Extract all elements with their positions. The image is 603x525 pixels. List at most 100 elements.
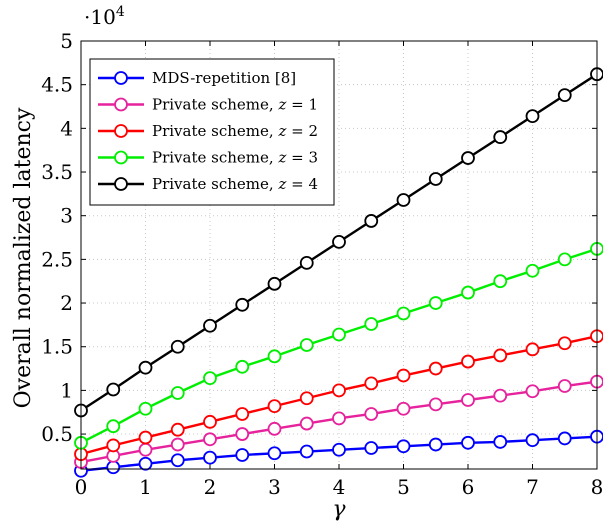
data-point	[235, 359, 250, 374]
data-point	[106, 438, 121, 453]
data-point	[106, 382, 121, 397]
legend-label-variable: z	[277, 96, 286, 114]
data-point	[557, 336, 572, 351]
data-point	[396, 401, 411, 416]
x-tick-label: 7	[526, 475, 539, 499]
y-multiplier-exponent: 4	[116, 4, 125, 20]
data-point	[203, 414, 217, 429]
data-point	[364, 376, 379, 391]
x-tick-label: 8	[591, 475, 603, 499]
data-point	[138, 430, 153, 445]
data-point	[428, 397, 443, 412]
data-point	[364, 441, 379, 455]
legend-label-main: Private scheme,	[152, 122, 278, 140]
data-point	[525, 433, 540, 448]
legend-label-value: = 2	[286, 122, 318, 140]
data-point	[364, 317, 379, 331]
legend-label: Private scheme, z = 4	[152, 175, 318, 193]
y-tick-label: 4.5	[41, 73, 73, 97]
legend-marker	[114, 97, 128, 112]
plot-frame	[80, 40, 598, 470]
data-point	[235, 448, 250, 462]
legend-label-variable: z	[277, 122, 286, 140]
data-point	[299, 255, 314, 270]
data-point	[170, 453, 185, 468]
data-point	[267, 421, 282, 436]
series-4	[74, 241, 603, 450]
legend-marker	[114, 71, 128, 85]
legend-label-main: Private scheme,	[152, 149, 278, 167]
data-point	[428, 172, 443, 186]
y-axis-title: Overall normalized latency	[11, 107, 36, 408]
data-point	[525, 384, 540, 399]
x-tick-label: 0	[75, 475, 88, 499]
data-point	[267, 349, 282, 364]
data-point	[461, 435, 475, 450]
data-point	[428, 361, 443, 376]
legend-label-variable: z	[277, 149, 286, 167]
y-axis-multiplier: ·104	[84, 4, 125, 29]
data-point	[299, 391, 314, 406]
x-tick-label: 3	[268, 475, 281, 499]
y-tick-label: 0.5	[41, 422, 73, 446]
legend-label-main: Private scheme,	[152, 96, 278, 114]
data-point	[332, 234, 346, 249]
legend-marker	[114, 124, 128, 138]
x-tick-label: 2	[204, 475, 217, 499]
legend-label-value: = 3	[286, 149, 318, 167]
data-point	[267, 446, 282, 461]
data-point	[461, 393, 475, 407]
series-1	[74, 429, 603, 478]
data-point	[332, 442, 346, 457]
data-point	[493, 130, 508, 144]
data-point	[170, 422, 185, 437]
data-point	[138, 401, 153, 416]
data-point	[267, 399, 282, 414]
y-tick-label: 5	[60, 29, 73, 53]
legend: MDS-repetition [8]Private scheme, z = 1P…	[89, 58, 335, 206]
data-point	[106, 419, 121, 434]
legend-marker	[114, 177, 128, 191]
series-lines	[74, 67, 603, 478]
data-point	[557, 88, 572, 103]
data-point	[364, 407, 379, 421]
data-point	[299, 338, 314, 352]
data-point	[493, 348, 508, 363]
y-tick-label: 3.5	[41, 160, 73, 184]
data-point	[525, 263, 540, 278]
y-tick-label: 2.5	[41, 247, 73, 271]
y-tick-label: 4	[60, 116, 73, 140]
data-point	[267, 276, 282, 291]
data-point	[235, 297, 250, 312]
legend-label: MDS-repetition [8]	[152, 69, 296, 87]
data-point	[557, 431, 572, 446]
data-point	[461, 285, 475, 300]
data-point	[396, 306, 411, 321]
x-tick-label: 6	[462, 475, 475, 499]
x-tick-label: 5	[397, 475, 410, 499]
data-point	[332, 411, 346, 426]
data-point	[203, 318, 217, 333]
data-point	[525, 342, 540, 357]
data-point	[203, 371, 217, 386]
data-point	[138, 456, 153, 471]
x-axis-title: γ	[332, 497, 346, 522]
data-point	[525, 109, 540, 124]
data-point	[170, 339, 185, 354]
y-tick-label: 2	[60, 291, 73, 315]
data-point	[364, 214, 379, 228]
legend-label: Private scheme, z = 1	[152, 96, 318, 114]
x-tick-label: 1	[139, 475, 152, 499]
data-point	[428, 437, 443, 452]
data-point	[493, 274, 508, 289]
data-point	[461, 354, 475, 369]
legend-label-value: = 1	[286, 96, 318, 114]
data-point	[332, 327, 346, 342]
data-point	[493, 435, 508, 449]
data-point	[396, 193, 411, 207]
data-point	[138, 442, 153, 457]
data-point	[106, 460, 121, 475]
data-point	[461, 151, 475, 165]
data-point	[170, 386, 185, 400]
